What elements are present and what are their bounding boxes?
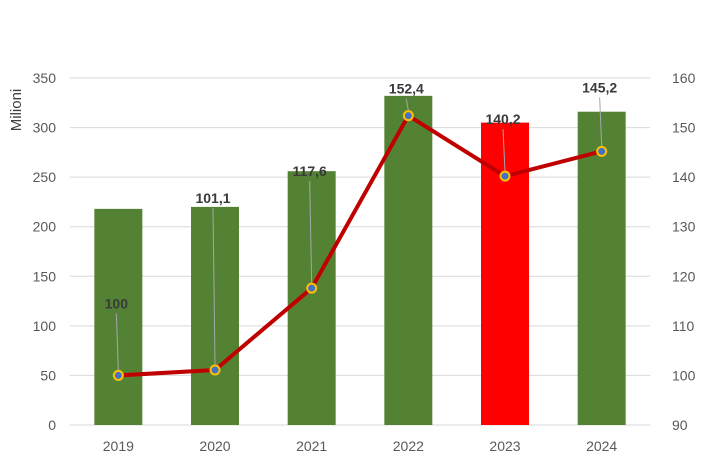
y-tick-label: 100 <box>33 318 57 334</box>
y-tick-label: 200 <box>33 219 57 235</box>
x-tick-label: 2020 <box>199 438 230 454</box>
leader-line <box>212 207 216 365</box>
line-point <box>112 369 124 381</box>
y2-tick-label: 150 <box>672 120 696 136</box>
line-point <box>402 110 414 122</box>
y2-tick-label: 160 <box>672 70 696 86</box>
y-tick-label: 250 <box>33 169 57 185</box>
bar <box>287 171 336 425</box>
leader-line <box>599 97 603 147</box>
y2-tick-label: 120 <box>672 268 696 284</box>
y-axis-label: Milioni <box>8 89 25 132</box>
line-point <box>596 145 608 157</box>
leader-line <box>502 129 506 172</box>
line-series <box>118 113 603 378</box>
x-tick-label: 2022 <box>393 438 424 454</box>
x-tick-label: 2023 <box>489 438 520 454</box>
x-tick-label: 2024 <box>586 438 617 454</box>
y-tick-label: 300 <box>33 120 57 136</box>
bar <box>577 111 626 426</box>
bar <box>94 208 143 425</box>
y2-tick-label: 100 <box>672 367 696 383</box>
y2-tick-label: 90 <box>672 417 688 433</box>
data-label: 117,6 <box>293 163 327 179</box>
data-label: 152,4 <box>389 81 424 97</box>
y-tick-label: 150 <box>33 268 57 284</box>
line-point <box>209 364 221 376</box>
y-tick-label: 350 <box>33 70 57 86</box>
bar <box>191 206 239 425</box>
line-point <box>499 170 511 182</box>
leader-line <box>405 98 409 111</box>
y-tick-label: 0 <box>48 417 56 433</box>
data-label: 101,1 <box>195 190 230 206</box>
y2-tick-label: 130 <box>672 219 696 235</box>
x-tick-label: 2019 <box>103 438 134 454</box>
bar <box>384 95 433 426</box>
leader-line <box>309 181 313 284</box>
data-label: 140,2 <box>485 111 520 127</box>
data-label: 100 <box>105 295 129 311</box>
y2-tick-label: 140 <box>672 169 696 185</box>
y-tick-label: 50 <box>40 367 56 383</box>
line-point <box>306 282 318 294</box>
y2-tick-label: 110 <box>672 318 695 334</box>
x-tick-label: 2021 <box>296 438 327 454</box>
leader-line <box>115 313 119 371</box>
data-label: 145,2 <box>582 79 617 95</box>
